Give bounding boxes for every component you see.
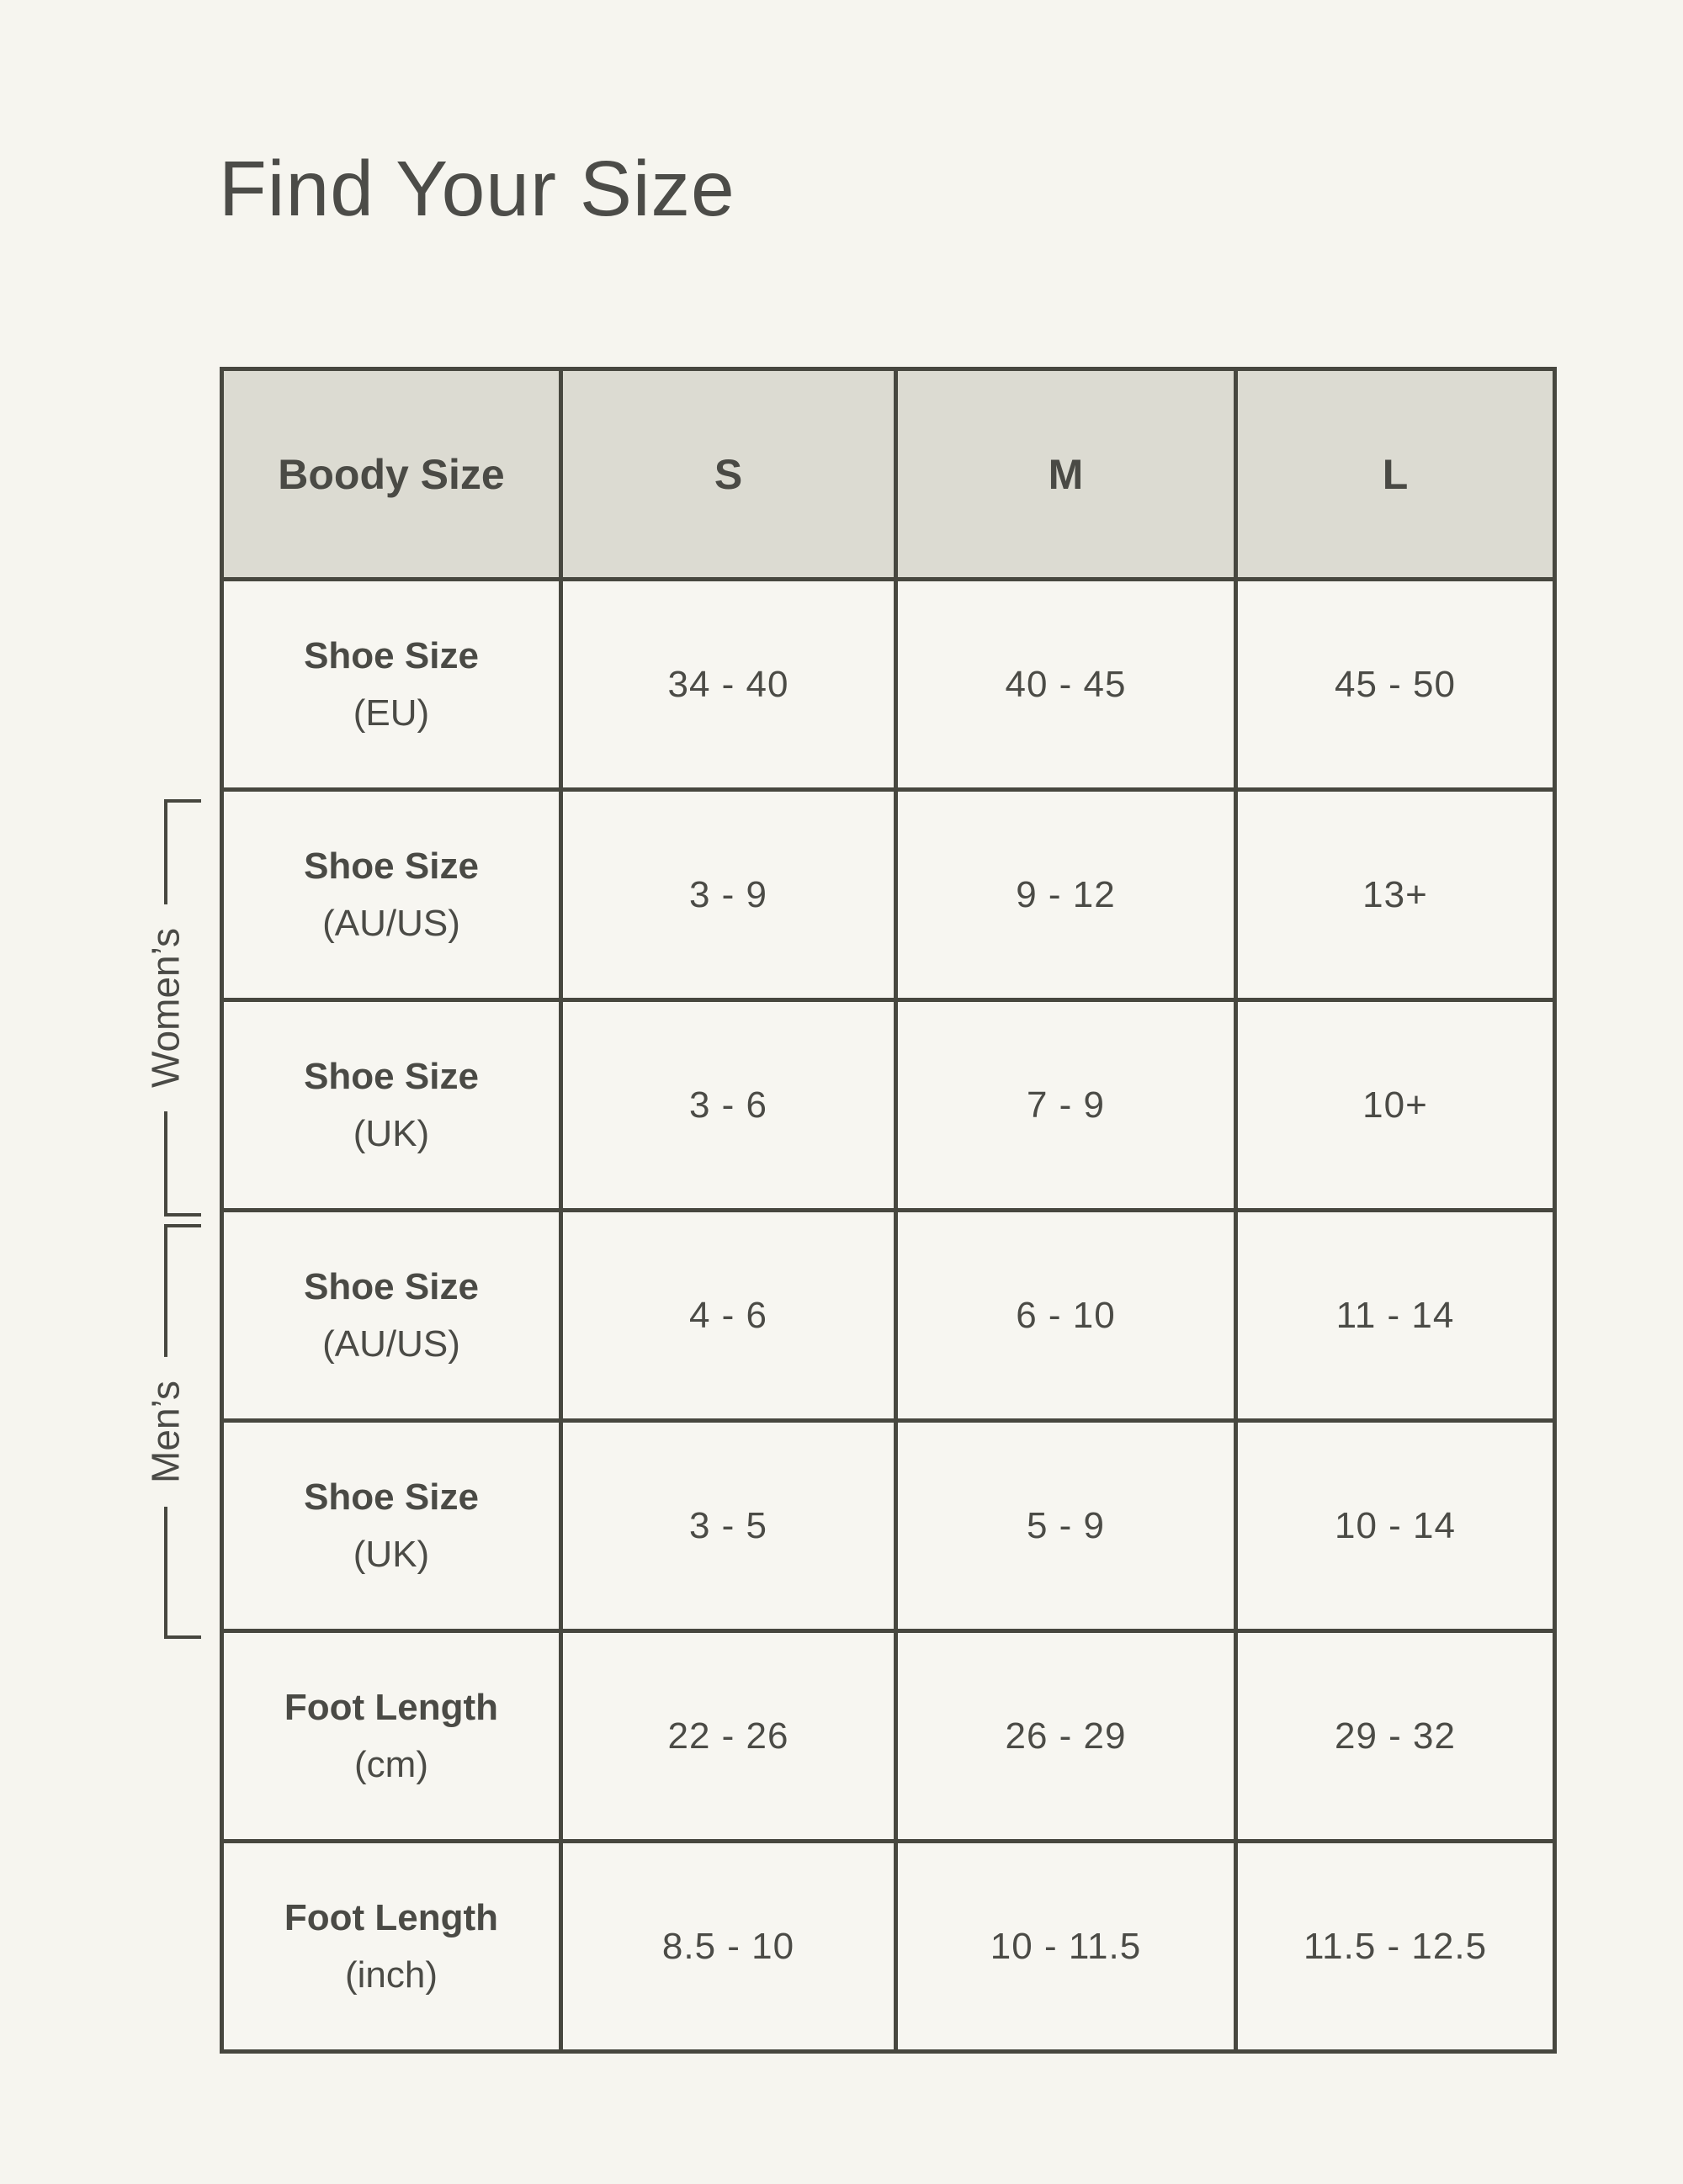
mens-bracket-tick-bottom	[164, 1635, 201, 1639]
cell-cm-l: 29 - 32	[1234, 1629, 1557, 1843]
row-label: Shoe Size	[304, 1265, 479, 1307]
row-shoe-size-uk-womens: Shoe Size (UK) 3 - 6 7 - 9 10+	[220, 998, 1557, 1212]
row-shoe-size-uk-mens: Shoe Size (UK) 3 - 5 5 - 9 10 - 14	[220, 1418, 1557, 1633]
row-sub-label: (UK)	[353, 1533, 430, 1575]
row-label: Shoe Size	[304, 1055, 479, 1097]
cell-w-uk-m: 7 - 9	[894, 998, 1238, 1212]
row-label-cell: Foot Length (cm)	[220, 1629, 563, 1843]
header-row: Boody Size S M L	[220, 367, 1557, 581]
row-shoe-size-auus-mens: Shoe Size (AU/US) 4 - 6 6 - 10 11 - 14	[220, 1208, 1557, 1423]
row-sub-label: (AU/US)	[322, 1323, 460, 1365]
row-label: Shoe Size	[304, 845, 479, 887]
row-label: Foot Length	[284, 1896, 499, 1938]
row-foot-length-inch: Foot Length (inch) 8.5 - 10 10 - 11.5 11…	[220, 1839, 1557, 2054]
header-size-m: M	[894, 367, 1238, 581]
row-label: Foot Length	[284, 1686, 499, 1728]
row-label-cell: Shoe Size (AU/US)	[220, 1208, 563, 1423]
cell-eu-m: 40 - 45	[894, 577, 1238, 792]
cell-w-uk-l: 10+	[1234, 998, 1557, 1212]
womens-group-label: Women’s	[142, 904, 189, 1112]
header-size-l: L	[1234, 367, 1557, 581]
cell-eu-s: 34 - 40	[559, 577, 898, 792]
cell-w-auus-l: 13+	[1234, 787, 1557, 1002]
womens-bracket-tick-top	[164, 799, 201, 803]
row-shoe-size-auus-womens: Shoe Size (AU/US) 3 - 9 9 - 12 13+	[220, 787, 1557, 1002]
cell-w-uk-s: 3 - 6	[559, 998, 898, 1212]
cell-m-auus-m: 6 - 10	[894, 1208, 1238, 1423]
row-label: Shoe Size	[304, 1476, 479, 1518]
womens-group-bracket: Women’s	[142, 799, 201, 1217]
header-size-s: S	[559, 367, 898, 581]
cell-w-auus-s: 3 - 9	[559, 787, 898, 1002]
cell-m-uk-s: 3 - 5	[559, 1418, 898, 1633]
row-sub-label: (EU)	[353, 692, 430, 734]
cell-w-auus-m: 9 - 12	[894, 787, 1238, 1002]
row-sub-label: (UK)	[353, 1112, 430, 1154]
cell-inch-s: 8.5 - 10	[559, 1839, 898, 2054]
row-label-cell: Shoe Size (AU/US)	[220, 787, 563, 1002]
row-foot-length-cm: Foot Length (cm) 22 - 26 26 - 29 29 - 32	[220, 1629, 1557, 1843]
page-title: Find Your Size	[219, 145, 735, 232]
mens-group-label: Men’s	[142, 1356, 189, 1507]
mens-group-bracket: Men’s	[142, 1224, 201, 1639]
row-label-cell: Shoe Size (EU)	[220, 577, 563, 792]
row-label-cell: Foot Length (inch)	[220, 1839, 563, 2054]
row-sub-label: (AU/US)	[322, 902, 460, 944]
cell-inch-l: 11.5 - 12.5	[1234, 1839, 1557, 2054]
row-label-cell: Shoe Size (UK)	[220, 998, 563, 1212]
cell-m-uk-m: 5 - 9	[894, 1418, 1238, 1633]
size-chart-table: Boody Size S M L Shoe Size (EU) 34 - 40 …	[220, 367, 1557, 2054]
cell-m-uk-l: 10 - 14	[1234, 1418, 1557, 1633]
row-label: Shoe Size	[304, 634, 479, 676]
cell-cm-s: 22 - 26	[559, 1629, 898, 1843]
row-shoe-size-eu: Shoe Size (EU) 34 - 40 40 - 45 45 - 50	[220, 577, 1557, 792]
cell-inch-m: 10 - 11.5	[894, 1839, 1238, 2054]
cell-m-auus-l: 11 - 14	[1234, 1208, 1557, 1423]
row-label-cell: Shoe Size (UK)	[220, 1418, 563, 1633]
cell-m-auus-s: 4 - 6	[559, 1208, 898, 1423]
cell-eu-l: 45 - 50	[1234, 577, 1557, 792]
cell-cm-m: 26 - 29	[894, 1629, 1238, 1843]
row-sub-label: (inch)	[344, 1953, 438, 1996]
row-sub-label: (cm)	[354, 1743, 428, 1785]
header-boody-size: Boody Size	[220, 367, 563, 581]
mens-bracket-tick-top	[164, 1224, 201, 1227]
womens-bracket-tick-bottom	[164, 1213, 201, 1217]
